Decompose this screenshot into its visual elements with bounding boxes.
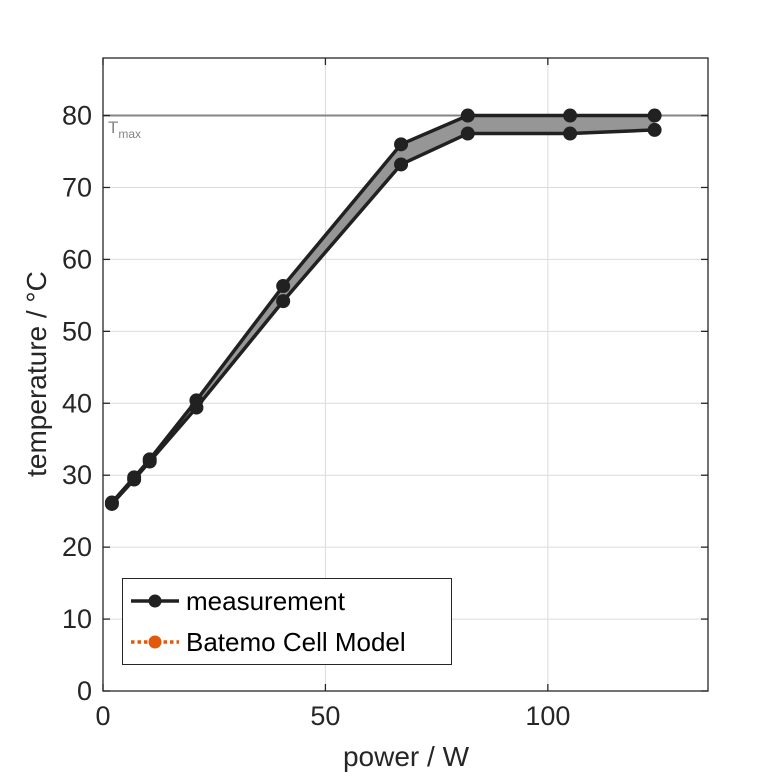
legend-label-measurement: measurement bbox=[186, 586, 345, 616]
tmax-annotation-sub: max bbox=[118, 127, 142, 141]
data-point-marker bbox=[647, 108, 662, 123]
data-point-marker bbox=[563, 126, 578, 141]
data-point-marker bbox=[189, 400, 204, 415]
y-tick-label: 40 bbox=[62, 388, 92, 418]
data-point-marker bbox=[394, 157, 409, 172]
y-tick-label: 60 bbox=[62, 244, 92, 274]
uncertainty-band bbox=[111, 115, 655, 504]
plot-border bbox=[102, 57, 709, 692]
data-point-marker bbox=[460, 126, 475, 141]
y-tick-label: 50 bbox=[62, 316, 92, 346]
tmax-annotation: Tmax bbox=[108, 119, 141, 140]
data-point-marker bbox=[460, 108, 475, 123]
data-point-marker bbox=[563, 108, 578, 123]
data-point-marker bbox=[276, 279, 291, 294]
x-tick-label: 50 bbox=[310, 701, 340, 731]
measurement-line-swatch bbox=[131, 594, 179, 608]
x-tick-label: 0 bbox=[95, 701, 110, 731]
y-tick-label: 70 bbox=[62, 172, 92, 202]
x-tick-label: 100 bbox=[525, 701, 570, 731]
y-tick-label: 0 bbox=[77, 676, 92, 706]
y-tick-label: 30 bbox=[62, 460, 92, 490]
legend-row-batemo-cell-model: Batemo Cell Model bbox=[130, 623, 451, 661]
y-tick-label: 20 bbox=[62, 532, 92, 562]
data-point-marker bbox=[394, 137, 409, 152]
y-axis-label: temperature / °C bbox=[21, 271, 52, 477]
series-line-lower bbox=[110, 128, 655, 506]
x-axis-label: power / W bbox=[342, 741, 470, 772]
legend-row-measurement: measurement bbox=[130, 582, 451, 620]
y-tick-label: 80 bbox=[62, 101, 92, 131]
legend-label-batemo-cell-model: Batemo Cell Model bbox=[186, 627, 406, 657]
data-point-marker bbox=[647, 122, 662, 137]
y-tick-label: 10 bbox=[62, 604, 92, 634]
legend-box: measurement Batemo Cell Model bbox=[122, 578, 452, 665]
data-point-marker bbox=[127, 472, 142, 487]
data-point-marker bbox=[142, 454, 157, 469]
data-point-marker bbox=[276, 294, 291, 309]
tmax-annotation-main: T bbox=[108, 118, 119, 137]
data-point-marker bbox=[104, 496, 119, 511]
batemo-cell-model-line-swatch bbox=[131, 635, 179, 649]
